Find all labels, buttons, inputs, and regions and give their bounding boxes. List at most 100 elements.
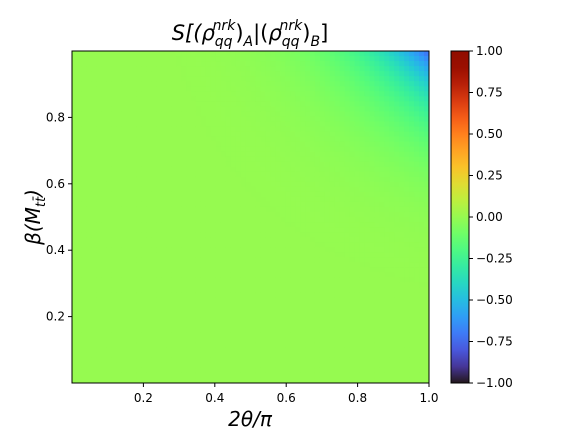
heatmap-cell <box>181 56 187 62</box>
heatmap-cell <box>404 247 410 253</box>
heatmap-cell <box>280 56 286 62</box>
heatmap-cell <box>121 312 128 319</box>
heatmap-cell <box>171 267 177 273</box>
heatmap-cell <box>359 206 366 213</box>
heatmap-cell <box>424 76 429 82</box>
heatmap-cell <box>151 196 157 203</box>
heatmap-cell <box>126 171 133 178</box>
heatmap-cell <box>126 312 133 319</box>
heatmap-cell <box>86 347 93 354</box>
heatmap-cell <box>359 191 366 198</box>
heatmap-cell <box>394 86 400 92</box>
heatmap-cell <box>364 322 371 329</box>
heatmap-cell <box>265 327 271 334</box>
heatmap-cell <box>354 191 361 198</box>
heatmap-cell <box>369 116 376 123</box>
heatmap-cell <box>166 211 172 218</box>
heatmap-cell <box>220 211 227 218</box>
heatmap-cell <box>354 61 361 67</box>
heatmap-cell <box>101 91 108 97</box>
heatmap-cell <box>81 237 88 243</box>
heatmap-cell <box>329 367 336 374</box>
heatmap-cell <box>245 342 252 349</box>
heatmap-cell <box>374 206 381 213</box>
heatmap-cell <box>250 337 257 344</box>
heatmap-cell <box>225 101 232 107</box>
heatmap-cell <box>419 332 425 339</box>
heatmap-cell <box>255 367 262 374</box>
heatmap-cell <box>364 272 371 278</box>
heatmap-cell <box>240 156 247 163</box>
heatmap-cell <box>339 262 346 268</box>
heatmap-cell <box>275 141 281 148</box>
heatmap-cell <box>384 101 390 107</box>
heatmap-cell <box>419 131 425 138</box>
heatmap-cell <box>235 237 242 243</box>
heatmap-cell <box>131 322 138 329</box>
heatmap-cell <box>250 156 257 163</box>
heatmap-cell <box>151 352 157 359</box>
heatmap-cell <box>131 86 138 92</box>
heatmap-cell <box>191 106 197 112</box>
heatmap-cell <box>156 367 162 374</box>
heatmap-cell <box>329 71 336 77</box>
heatmap-cell <box>285 211 291 218</box>
heatmap-cell <box>111 96 118 102</box>
heatmap-cell <box>319 91 326 97</box>
heatmap-cell <box>300 106 306 112</box>
heatmap-cell <box>126 257 133 263</box>
heatmap-cell <box>424 367 429 374</box>
heatmap-cell <box>121 337 128 344</box>
heatmap-cell <box>131 96 138 102</box>
heatmap-cell <box>126 227 133 233</box>
heatmap-cell <box>389 61 395 67</box>
heatmap-cell <box>354 327 361 334</box>
heatmap-cell <box>310 342 316 349</box>
heatmap-cell <box>250 176 257 183</box>
heatmap-cell <box>96 131 103 138</box>
heatmap-cell <box>220 66 227 72</box>
heatmap-cell <box>215 56 222 62</box>
heatmap-cell <box>146 106 152 112</box>
heatmap-cell <box>101 362 108 369</box>
heatmap-cell <box>171 211 177 218</box>
heatmap-cell <box>339 121 346 128</box>
heatmap-cell <box>215 362 222 369</box>
heatmap-cell <box>200 76 207 82</box>
heatmap-cell <box>369 242 376 248</box>
heatmap-cell <box>339 377 346 383</box>
heatmap-cell <box>146 146 152 153</box>
heatmap-cell <box>324 287 331 294</box>
heatmap-cell <box>161 196 167 203</box>
heatmap-cell <box>136 166 143 173</box>
heatmap-cell <box>96 357 103 364</box>
heatmap-cell <box>91 242 98 248</box>
heatmap-cell <box>319 181 326 188</box>
heatmap-cell <box>314 211 321 218</box>
heatmap-cell <box>186 106 192 112</box>
heatmap-cell <box>314 322 321 329</box>
heatmap-cell <box>339 247 346 253</box>
heatmap-cell <box>349 217 356 223</box>
heatmap-cell <box>300 151 306 158</box>
heatmap-cell <box>230 367 237 374</box>
heatmap-cell <box>384 377 390 383</box>
heatmap-cell <box>156 322 162 329</box>
heatmap-cell <box>255 166 262 173</box>
heatmap-cell <box>379 151 385 158</box>
heatmap-cell <box>245 222 252 228</box>
heatmap-cell <box>176 317 182 324</box>
heatmap-cell <box>176 161 182 168</box>
heatmap-cell <box>230 232 237 238</box>
heatmap-cell <box>414 312 420 319</box>
heatmap-cell <box>409 352 415 359</box>
heatmap-cell <box>96 292 103 299</box>
heatmap-cell <box>101 51 108 57</box>
heatmap-cell <box>111 297 118 304</box>
heatmap-cell <box>76 267 83 273</box>
heatmap-cell <box>374 297 381 304</box>
heatmap-cell <box>200 282 207 289</box>
heatmap-cell <box>334 247 341 253</box>
heatmap-cell <box>319 377 326 383</box>
heatmap-cell <box>146 242 152 248</box>
